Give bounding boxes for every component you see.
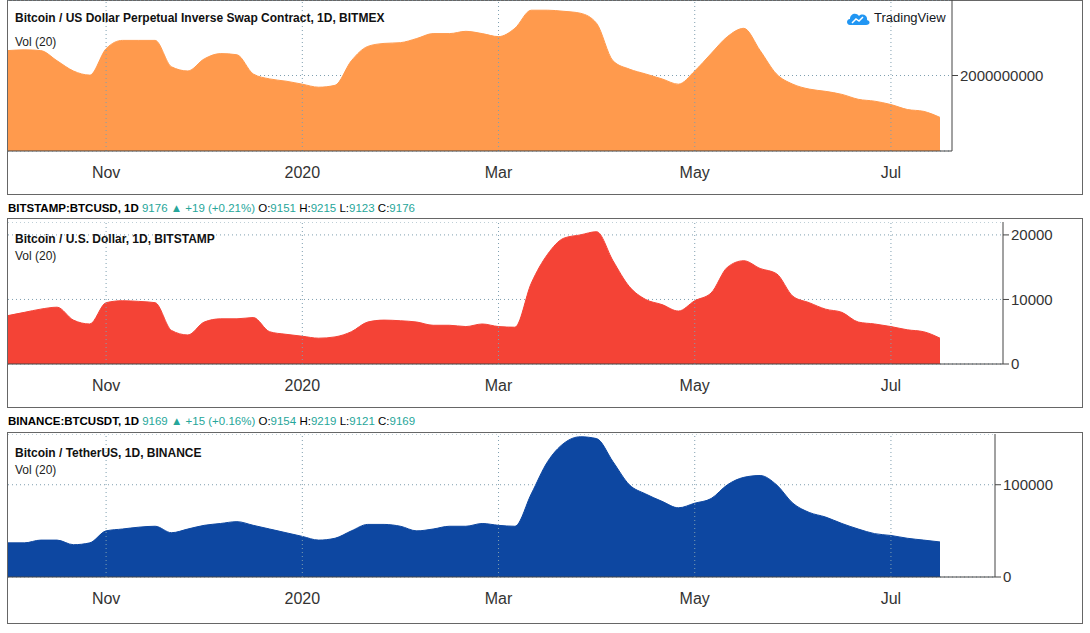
html-text:TradingView: TradingView [874,10,946,25]
svg-text:May: May [680,164,710,181]
svg-text:2020: 2020 [285,590,321,607]
svg-text:Mar: Mar [485,164,513,181]
html-text:Bitcoin / U.S. Dollar, 1D, BIT: Bitcoin / U.S. Dollar, 1D, BITSTAMP [15,232,215,246]
svg-text:2000000000: 2000000000 [960,67,1043,84]
html-text:Vol (20): Vol (20) [15,35,57,49]
svg-text:100000: 100000 [1003,476,1053,493]
svg-text:Jul: Jul [881,590,901,607]
html-text:Bitcoin / TetherUS, 1D, BINANC: Bitcoin / TetherUS, 1D, BINANCE [15,446,202,460]
svg-text:Jul: Jul [881,164,901,181]
svg-text:10000: 10000 [1011,291,1053,308]
html-text:Vol (20): Vol (20) [15,249,57,263]
svg-text:May: May [680,377,710,394]
svg-text:Mar: Mar [485,377,513,394]
svg-text:2020: 2020 [285,164,321,181]
svg-text:2020: 2020 [285,377,321,394]
svg-text:0: 0 [1003,568,1011,585]
html-text:BINANCE:BTCUSDT, 1D 9169 ▲ +15: BINANCE:BTCUSDT, 1D 9169 ▲ +15 (+0.16%) … [8,415,416,427]
svg-text:Mar: Mar [485,590,513,607]
html-text:Vol (20): Vol (20) [15,463,57,477]
svg-text:Jul: Jul [881,377,901,394]
html-text:Bitcoin / US Dollar Perpetual: Bitcoin / US Dollar Perpetual Inverse Sw… [15,11,385,25]
svg-text:Nov: Nov [92,164,120,181]
html-text:BITSTAMP:BTCUSD, 1D 9176 ▲ +19: BITSTAMP:BTCUSD, 1D 9176 ▲ +19 (+0.21%) … [8,202,415,214]
svg-text:Nov: Nov [92,377,120,394]
svg-text:May: May [680,590,710,607]
svg-text:20000: 20000 [1011,226,1053,243]
svg-text:Nov: Nov [92,590,120,607]
svg-text:0: 0 [1011,355,1019,372]
